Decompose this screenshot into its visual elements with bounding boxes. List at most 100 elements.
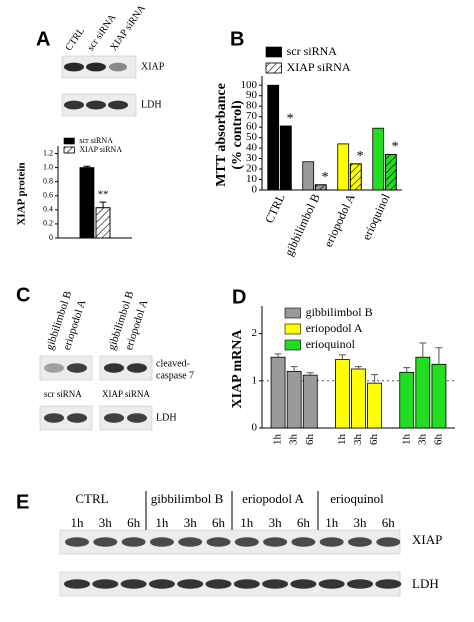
time-label: 1h (71, 515, 85, 530)
row-label: caspase 7 (156, 370, 194, 381)
bar (302, 161, 315, 191)
time-label: 3h (269, 515, 283, 530)
axis (57, 146, 132, 239)
y-tick-label: 90 (246, 89, 258, 101)
bar (302, 374, 318, 429)
y-tick-label: 1.2 (43, 148, 53, 157)
blot-band (318, 579, 345, 589)
legend-swatch (265, 46, 282, 58)
x-tick-label: 3h (288, 434, 300, 446)
row-label: LDH (412, 576, 439, 591)
legend-label: gibbilimbol B (306, 305, 373, 319)
blot-band (67, 413, 87, 423)
time-label: 6h (127, 515, 141, 530)
blot-band (148, 579, 175, 589)
legend-swatch (284, 307, 301, 319)
y-tick-label: 10 (246, 173, 258, 185)
blot-band (64, 62, 84, 72)
group-label: CTRL (75, 491, 108, 506)
error-bar (435, 347, 443, 365)
legend-swatch (284, 339, 301, 351)
y-tick-label: 1 (252, 374, 258, 386)
legend-label: scr siRNA (79, 136, 113, 145)
blot-band (290, 579, 317, 589)
y-axis-label: MTT absorbance (214, 83, 229, 187)
condition-label: scr siRNA (44, 389, 82, 399)
bar (334, 359, 350, 429)
y-tick-label: 60 (246, 121, 258, 133)
blot-band (127, 413, 147, 423)
x-tick-label: 3h (416, 434, 428, 446)
blot-band (177, 579, 204, 589)
time-label: 1h (325, 515, 339, 530)
legend-hatch (63, 146, 75, 154)
row-label: LDH (141, 99, 162, 110)
blot-band (92, 579, 119, 589)
error-bar (274, 353, 282, 358)
error-bar (371, 374, 379, 384)
time-label: 6h (297, 515, 311, 530)
row-label: XIAP (412, 532, 442, 547)
blot-band (109, 62, 127, 72)
x-tick-label: 1h (400, 434, 412, 446)
panel-letter: C (16, 284, 30, 306)
bar (270, 356, 286, 429)
significance-label: * (287, 111, 294, 126)
y-tick-label: 20 (246, 163, 258, 175)
blot-band (205, 579, 232, 589)
y-tick-label: 70 (246, 110, 258, 122)
bar (372, 127, 385, 191)
blot-band (376, 537, 401, 547)
bar (367, 382, 383, 429)
significance-label: * (322, 170, 329, 185)
x-tick-label: gibbilimbol B (282, 192, 323, 259)
significance-label: * (392, 140, 399, 155)
blot-band (65, 537, 89, 547)
blot-band (234, 537, 259, 547)
blot-band (291, 537, 316, 547)
x-tick-label: 1h (336, 434, 348, 446)
blot-band (347, 579, 373, 589)
blot-band (104, 363, 124, 373)
y-tick-label: 40 (246, 142, 258, 154)
legend-label: XIAP siRNA (287, 60, 351, 74)
error-bar (403, 367, 411, 373)
legend-label: eriopodol A (306, 321, 363, 335)
bar (79, 167, 95, 239)
y-tick-label: 80 (246, 100, 258, 112)
blot-band (262, 579, 289, 589)
panel-letter: E (16, 491, 29, 513)
error-bar (99, 201, 107, 208)
blot-band (104, 413, 124, 423)
panel-letter: D (232, 286, 246, 308)
x-tick-label: erioquinol (359, 191, 393, 242)
blot-band (108, 100, 128, 110)
bar (351, 368, 366, 429)
row-label: cleaved- (156, 358, 190, 369)
legend-label: XIAP siRNA (79, 145, 122, 154)
blot-band (44, 413, 64, 423)
time-label: 6h (382, 515, 396, 530)
panel-letter: A (36, 28, 50, 50)
y-tick-label: 30 (246, 152, 258, 164)
y-tick-label: 1.0 (43, 162, 53, 171)
blot-band (375, 579, 402, 589)
error-bar (355, 366, 362, 369)
blot-band (44, 363, 64, 373)
blot-band (64, 100, 84, 110)
bar (337, 143, 350, 191)
x-tick-label: CTRL (262, 192, 288, 226)
group-label: erioquinol (330, 491, 384, 506)
y-tick-label: 0.8 (43, 177, 53, 186)
blot-band (64, 579, 90, 589)
blot-band (120, 579, 147, 589)
error-bar (419, 342, 427, 358)
y-tick-label: 0 (49, 233, 53, 242)
bar (286, 370, 302, 429)
legend-hatch (265, 62, 282, 74)
y-tick-label: 50 (246, 131, 258, 143)
blot-band (86, 62, 106, 72)
blot-band (67, 363, 87, 373)
row-label: XIAP (141, 61, 165, 72)
error-bar (338, 354, 346, 360)
